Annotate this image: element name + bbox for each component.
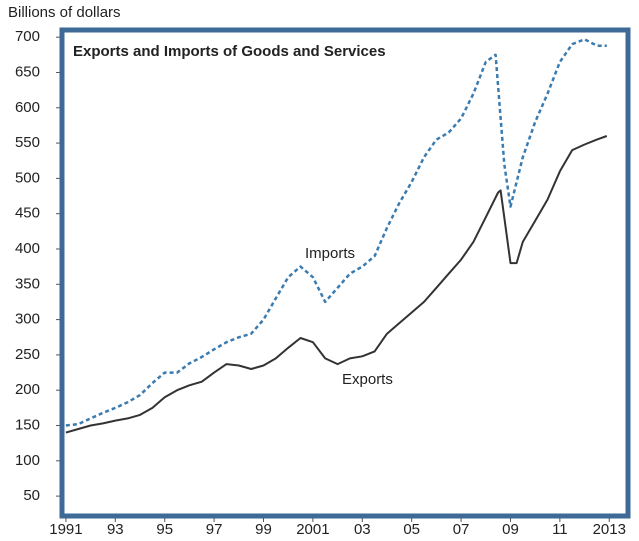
- y-tick-label: 100: [15, 452, 40, 469]
- y-tick-label: 300: [15, 311, 40, 328]
- y-axis-label: Billions of dollars: [8, 4, 121, 21]
- x-tick-label: 97: [206, 521, 223, 538]
- x-tick-label: 2001: [296, 521, 329, 538]
- y-tick-label: 600: [15, 99, 40, 116]
- x-tick-label: 95: [156, 521, 173, 538]
- series-line: [65, 135, 608, 434]
- annotation: Exports: [342, 371, 393, 388]
- y-tick-label: 50: [23, 487, 40, 504]
- y-tick-label: 250: [15, 346, 40, 363]
- y-tick-label: 700: [15, 28, 40, 45]
- plot-frame: [59, 27, 631, 519]
- x-tick-label: 2013: [593, 521, 626, 538]
- y-tick-label: 500: [15, 169, 40, 186]
- annotation: Imports: [305, 245, 355, 262]
- y-tick-label: 650: [15, 63, 40, 80]
- x-tick-label: 99: [255, 521, 272, 538]
- x-tick-label: 09: [502, 521, 519, 538]
- y-tick-label: 200: [15, 381, 40, 398]
- y-tick-label: 350: [15, 275, 40, 292]
- y-tick-label: 150: [15, 416, 40, 433]
- series-line: [65, 38, 607, 427]
- chart-title: Exports and Imports of Goods and Service…: [73, 43, 386, 60]
- x-tick-label: 07: [453, 521, 470, 538]
- x-tick-label: 11: [552, 521, 568, 538]
- x-tick-label: 05: [403, 521, 420, 538]
- y-tick-label: 450: [15, 205, 40, 222]
- x-tick-label: 03: [354, 521, 371, 538]
- x-tick-label: 1991: [49, 521, 82, 538]
- x-tick-label: 93: [107, 521, 124, 538]
- y-tick-label: 550: [15, 134, 40, 151]
- y-tick-label: 400: [15, 240, 40, 257]
